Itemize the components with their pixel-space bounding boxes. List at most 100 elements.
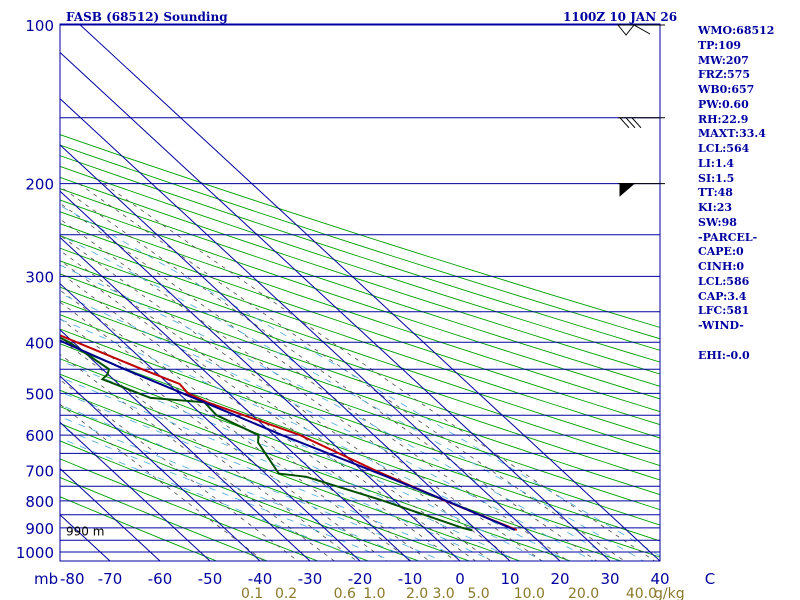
sounding-title: FASB (68512) Sounding — [66, 10, 228, 24]
temperature-tick-label: -60 — [148, 570, 173, 588]
temperature-tick-label: 30 — [600, 570, 619, 588]
index-item: SI:1.5 — [698, 171, 735, 185]
temperature-tick-label: 10 — [500, 570, 519, 588]
temperature-tick-label: 20 — [550, 570, 569, 588]
temperature-tick-label: -20 — [348, 570, 373, 588]
index-item: FRZ:575 — [698, 68, 751, 82]
index-item: LI:1.4 — [698, 156, 735, 170]
mixing-ratio-label: 20.0 — [568, 586, 599, 600]
mixing-ratio-line — [60, 185, 598, 561]
moist-adiabat — [60, 360, 519, 561]
moist-adiabat — [60, 293, 595, 561]
dry-adiabat — [60, 223, 660, 426]
index-item: LCL:564 — [698, 142, 750, 155]
isotherm — [60, 514, 111, 561]
isotherm — [60, 51, 611, 561]
isotherm — [60, 236, 411, 561]
wind-barb-flag — [616, 24, 636, 36]
dry-adiabat — [60, 211, 660, 413]
mixing-ratio-line — [60, 259, 477, 561]
mixing-ratio-label: 10.0 — [514, 586, 545, 600]
temperature-tick-label: 0 — [455, 570, 465, 588]
wind-barb-feather — [625, 117, 636, 129]
dewpoint-trace — [60, 336, 473, 532]
sounding-timestamp: 1100Z 10 JAN 26 — [563, 10, 677, 24]
index-item — [698, 334, 774, 349]
wind-barb — [618, 183, 665, 197]
mixing-ratio-line — [78, 183, 626, 561]
dry-adiabat — [60, 440, 370, 561]
isotherm — [60, 560, 61, 561]
index-item: LCL:586 — [698, 274, 750, 288]
dry-adiabat — [60, 300, 660, 511]
isotherm — [78, 24, 660, 561]
temperature-tick-label: -70 — [98, 570, 123, 588]
wind-barb-feather — [619, 117, 630, 129]
index-item: CAPE:0 — [698, 245, 744, 259]
moist-adiabat — [60, 376, 494, 561]
mixing-ratio-line — [60, 250, 492, 561]
mixing-ratio-line — [103, 183, 656, 561]
dry-adiabat — [60, 458, 319, 561]
plot-frame — [59, 23, 661, 562]
index-item: CAP:3.4 — [698, 289, 747, 303]
moist-adiabat — [60, 264, 620, 561]
dry-adiabat — [60, 199, 660, 400]
index-item: KI:23 — [698, 201, 733, 214]
temperature-trace — [60, 334, 518, 531]
mixing-ratio-line — [60, 289, 431, 561]
indices-panel: WMO:68512 TP:109 MW:207 FRZ:575 WB0:657 PW:0.… — [698, 24, 774, 363]
moist-adiabat — [60, 341, 544, 561]
isotherm — [60, 190, 461, 561]
dry-adiabat — [60, 496, 218, 561]
isotherm — [60, 282, 361, 561]
wind-barb-feather — [631, 117, 642, 129]
dry-adiabat — [60, 373, 572, 561]
pressure-tick-label: 900 — [25, 520, 54, 538]
plot-area — [60, 24, 660, 561]
mixing-ratio-label: 0.1 — [241, 586, 263, 600]
mixing-ratio-line — [60, 379, 299, 561]
index-item: WB0:657 — [698, 83, 755, 96]
dry-adiabat — [60, 273, 660, 481]
mixing-ratio-line — [60, 202, 569, 561]
surface-elevation-label: 990 m — [66, 525, 104, 539]
isotherm — [60, 375, 261, 561]
moist-adiabat — [60, 427, 393, 561]
pressure-tick-label: 500 — [25, 385, 54, 403]
mixing-ratio-label: 0.2 — [275, 586, 297, 600]
pressure-tick-label: 100 — [25, 17, 54, 35]
index-item: MW:207 — [698, 53, 749, 67]
dry-adiabat — [60, 389, 522, 561]
mixing-ratio-line — [60, 403, 265, 561]
moist-adiabat — [60, 437, 368, 561]
index-item: PW:0.60 — [698, 97, 749, 111]
pressure-tick-label: 1000 — [16, 544, 54, 562]
isotherm — [60, 467, 161, 561]
wind-barb-flag — [619, 183, 636, 197]
index-item: SW:98 — [698, 215, 737, 229]
dry-adiabat — [60, 188, 660, 387]
index-item: EHI:-0.0 — [698, 348, 750, 362]
moist-adiabat — [60, 318, 569, 561]
pressure-tick-label: 700 — [25, 462, 54, 480]
isotherm — [60, 98, 561, 561]
index-item: LFC:581 — [698, 304, 750, 318]
dry-adiabat — [60, 358, 623, 561]
isotherm — [60, 144, 511, 561]
pressure-tick-label: 800 — [25, 493, 54, 511]
dry-adiabat — [60, 343, 660, 558]
wind-barb — [618, 117, 665, 129]
index-item: -WIND- — [698, 319, 744, 332]
temperature-tick-label: -40 — [248, 570, 273, 588]
moist-adiabat — [60, 404, 444, 561]
mixing-ratio-label: 3.0 — [432, 586, 454, 600]
dry-adiabat — [60, 260, 660, 467]
parcel-trace — [60, 339, 516, 531]
mb-axis-unit: mb — [34, 570, 58, 588]
temperature-tick-label: -10 — [398, 570, 423, 588]
moist-adiabat — [60, 416, 419, 561]
mixing-ratio-label: 5.0 — [467, 586, 489, 600]
wind-barb-feather — [633, 24, 651, 35]
